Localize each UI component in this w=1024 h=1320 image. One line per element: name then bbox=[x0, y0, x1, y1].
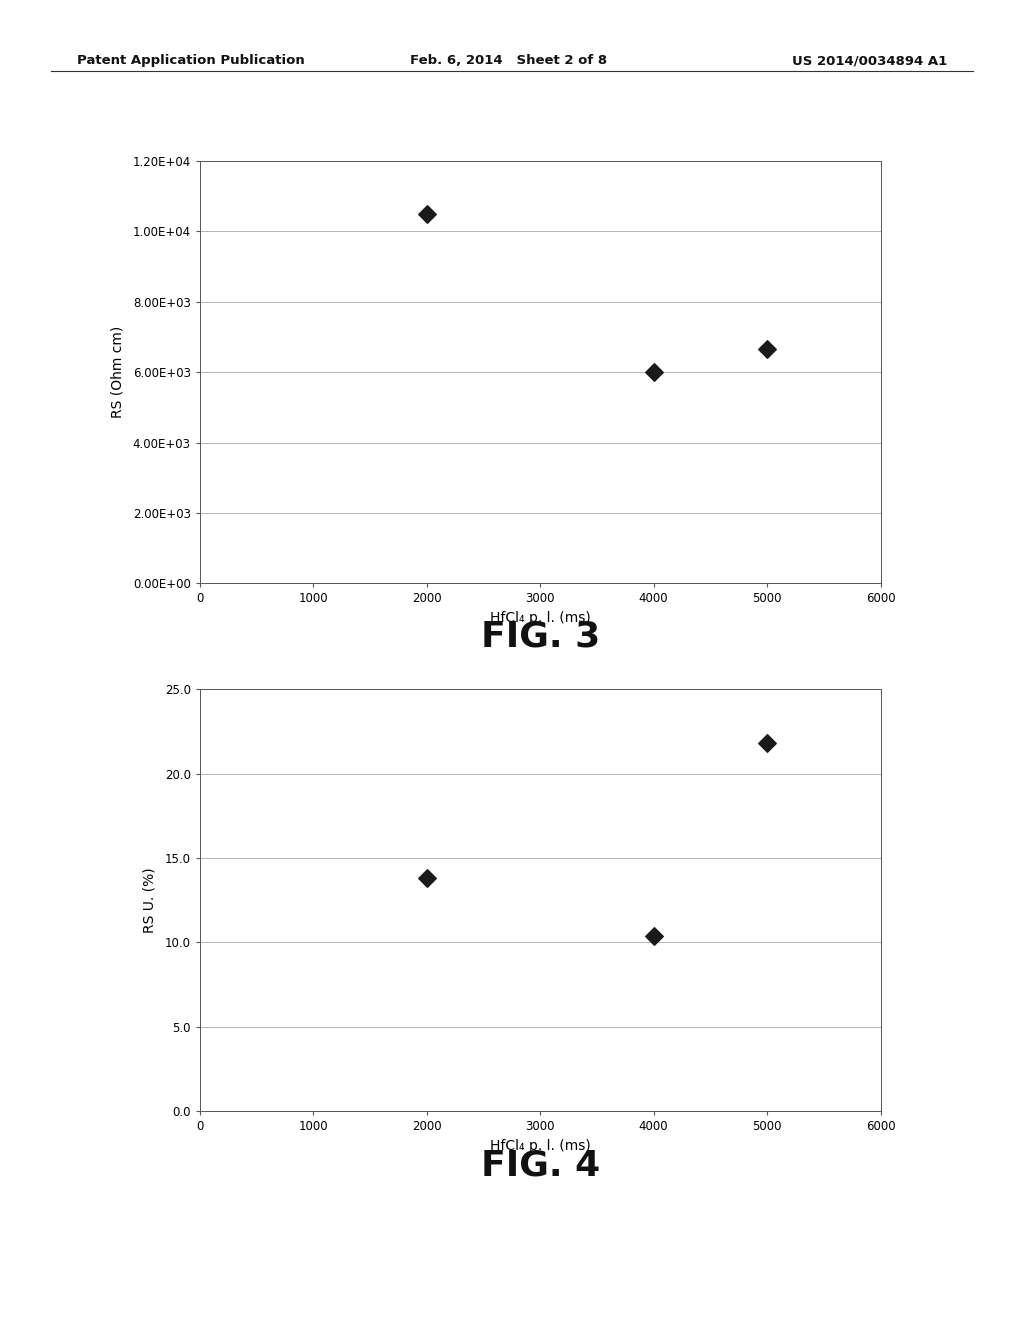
Point bbox=[419, 203, 435, 224]
Text: US 2014/0034894 A1: US 2014/0034894 A1 bbox=[792, 54, 947, 67]
Text: Patent Application Publication: Patent Application Publication bbox=[77, 54, 304, 67]
Text: FIG. 3: FIG. 3 bbox=[481, 619, 600, 653]
Point bbox=[759, 339, 775, 360]
Point bbox=[759, 733, 775, 754]
Point bbox=[419, 867, 435, 888]
Text: Feb. 6, 2014   Sheet 2 of 8: Feb. 6, 2014 Sheet 2 of 8 bbox=[410, 54, 607, 67]
Y-axis label: RS U. (%): RS U. (%) bbox=[142, 867, 157, 933]
X-axis label: HfCl₄ p. l. (ms): HfCl₄ p. l. (ms) bbox=[489, 1139, 591, 1154]
Y-axis label: RS (Ohm cm): RS (Ohm cm) bbox=[110, 326, 124, 418]
Point bbox=[645, 925, 662, 946]
Text: FIG. 4: FIG. 4 bbox=[481, 1148, 600, 1183]
X-axis label: HfCl₄ p. l. (ms): HfCl₄ p. l. (ms) bbox=[489, 611, 591, 626]
Point bbox=[645, 362, 662, 383]
